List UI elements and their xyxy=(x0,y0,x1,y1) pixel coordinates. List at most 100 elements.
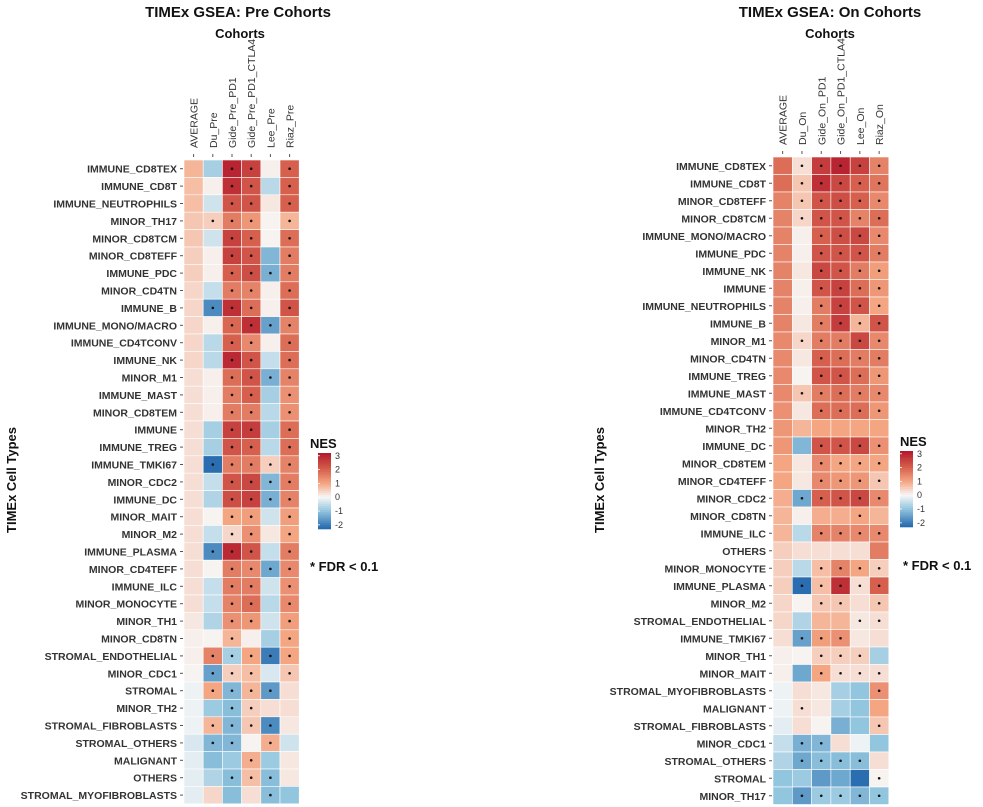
heatmap-cell xyxy=(183,490,204,509)
colorbar-tick-label: -2 xyxy=(335,520,343,530)
row-label: MINOR_MONOCYTE xyxy=(664,563,766,575)
colorbar-segment xyxy=(318,519,331,522)
significance-marker xyxy=(839,566,842,570)
row-label: STROMAL_MYOFIBROBLASTS xyxy=(610,686,766,698)
colorbar-tick-label: 3 xyxy=(335,451,340,461)
significance-marker xyxy=(877,776,881,780)
significance-marker xyxy=(877,619,881,623)
significance-marker xyxy=(269,724,272,727)
colorbar-segment xyxy=(900,468,913,471)
significance-marker xyxy=(877,251,881,255)
significance-marker xyxy=(877,286,881,290)
heatmap-cell xyxy=(869,629,890,648)
significance-marker xyxy=(858,671,862,675)
significance-marker xyxy=(800,794,804,798)
significance-marker xyxy=(288,167,291,170)
heatmap-cell xyxy=(849,716,870,735)
heatmap-cell xyxy=(772,296,793,315)
significance-marker xyxy=(858,531,862,535)
significance-marker xyxy=(269,654,272,658)
colorbar-segment xyxy=(900,504,913,507)
colorbar-segment xyxy=(900,470,913,473)
significance-marker xyxy=(858,514,862,518)
significance-marker xyxy=(211,219,215,223)
significance-marker xyxy=(211,550,215,553)
heatmap-cell xyxy=(202,751,223,770)
significance-marker xyxy=(249,306,253,310)
significance-marker xyxy=(269,741,272,745)
colorbar-segment xyxy=(318,460,331,463)
colorbar-tick-label: -1 xyxy=(335,506,343,516)
significance-marker xyxy=(819,654,823,658)
chart-title: TIMEx GSEA: On Cohorts xyxy=(739,4,922,21)
column-label: Du_Pre xyxy=(208,112,220,148)
heatmap-cell xyxy=(772,384,793,403)
significance-marker xyxy=(249,376,253,379)
heatmap-cell xyxy=(260,298,281,317)
heatmap-cell xyxy=(202,420,223,439)
heatmap-cell xyxy=(791,769,812,788)
heatmap-cell xyxy=(772,751,793,770)
significance-marker xyxy=(877,269,881,273)
significance-marker xyxy=(877,199,881,203)
row-label: MINOR_CDC1 xyxy=(108,668,178,680)
significance-marker xyxy=(230,324,234,327)
colorbar-segment xyxy=(900,523,913,526)
row-label: STROMAL_FIBROBLASTS xyxy=(45,721,177,733)
colorbar-segment xyxy=(318,500,331,503)
significance-marker xyxy=(269,776,272,779)
row-label: MINOR_TH2 xyxy=(705,423,766,435)
row-label: MINOR_CD8TN xyxy=(690,511,766,523)
colorbar-segment xyxy=(318,511,331,515)
heatmap-cell xyxy=(183,733,204,752)
heatmap-cell xyxy=(260,525,281,544)
row-label: STROMAL_ENDOTHELIAL xyxy=(634,616,767,628)
heatmap-cell xyxy=(202,177,223,196)
significance-marker xyxy=(288,637,291,640)
significance-marker xyxy=(269,376,272,379)
colorbar-segment xyxy=(318,473,331,477)
heatmap-cell xyxy=(260,629,281,648)
colorbar-segment xyxy=(900,458,913,461)
significance-marker xyxy=(858,759,862,763)
significance-marker xyxy=(839,181,842,185)
colorbar-segment xyxy=(900,479,913,482)
row-label: IMMUNE xyxy=(134,425,177,437)
colorbar-segment xyxy=(318,481,331,484)
heatmap-cell xyxy=(772,681,793,700)
significance-marker xyxy=(288,550,291,553)
row-label: IMMUNE_NK xyxy=(702,266,766,278)
significance-marker xyxy=(800,584,804,588)
significance-marker xyxy=(249,219,253,223)
colorbar-segment xyxy=(900,454,913,457)
heatmap-cell xyxy=(772,559,793,578)
row-label: MINOR_TH1 xyxy=(116,616,177,628)
significance-marker xyxy=(230,445,234,449)
significance-marker xyxy=(249,289,253,292)
heatmap-cell xyxy=(849,594,870,613)
heatmap-cell xyxy=(869,751,890,770)
heatmap-cell xyxy=(772,734,793,753)
significance-marker xyxy=(230,498,234,501)
heatmap-cell xyxy=(849,681,870,700)
significance-marker xyxy=(249,254,253,257)
significance-marker xyxy=(858,461,862,465)
heatmap-cell xyxy=(183,664,204,683)
heatmap-cell xyxy=(849,699,870,718)
significance-marker xyxy=(819,304,823,308)
row-label: MINOR_CD4TEFF xyxy=(89,564,178,576)
heatmap-cell xyxy=(183,316,204,335)
row-label: IMMUNE_TREG xyxy=(688,371,766,383)
significance-marker xyxy=(249,567,253,571)
heatmap-cell xyxy=(791,681,812,700)
row-label: IMMUNE_MONO/MACRO xyxy=(642,231,766,243)
significance-marker xyxy=(288,306,291,310)
significance-marker xyxy=(839,286,842,290)
colorbar-segment xyxy=(900,519,913,522)
heatmap-cell xyxy=(183,559,204,578)
significance-marker xyxy=(800,164,804,168)
heatmap-cell xyxy=(791,314,812,333)
significance-marker xyxy=(858,339,862,343)
heatmap-cell xyxy=(183,177,204,196)
